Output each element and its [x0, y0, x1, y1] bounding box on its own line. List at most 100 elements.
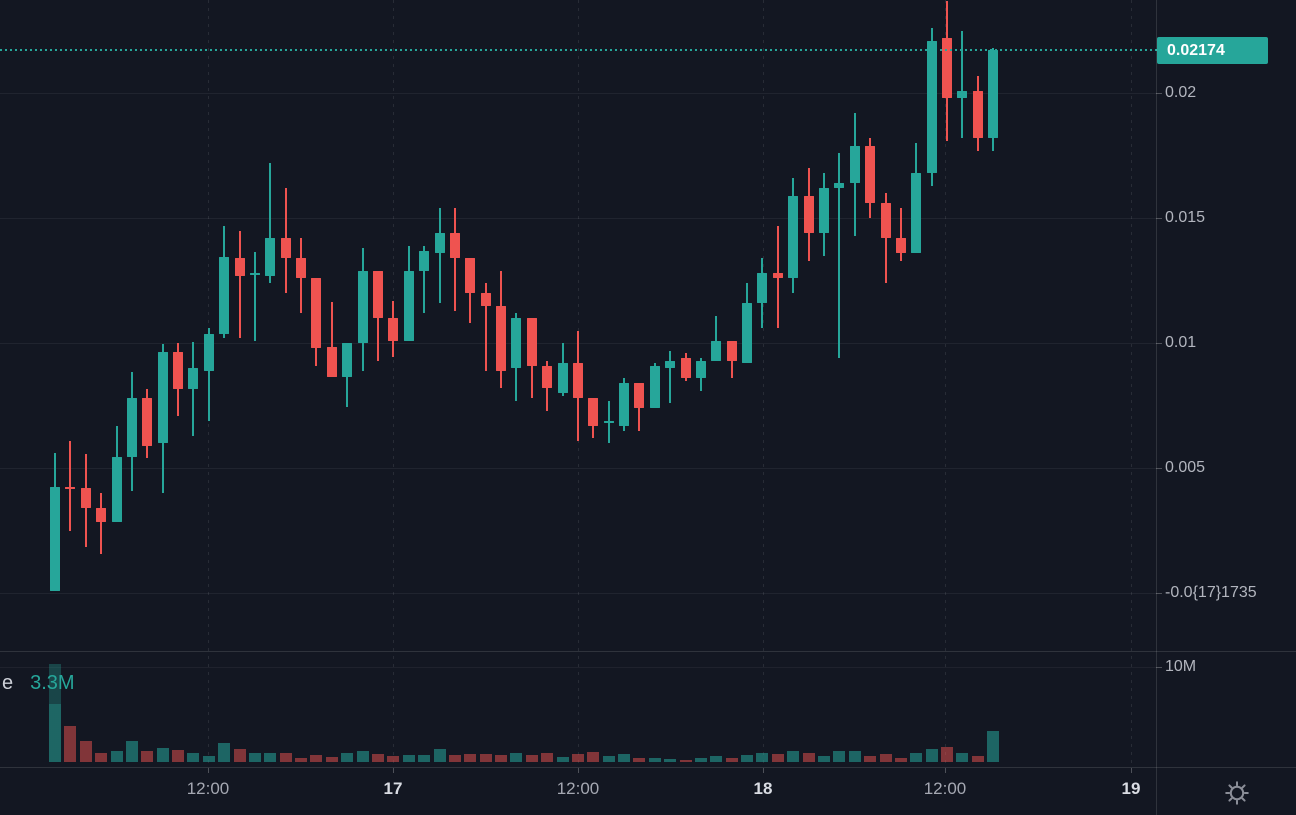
candle-body	[895, 238, 906, 253]
candle-body	[480, 293, 491, 306]
volume-bar	[433, 749, 446, 762]
candle-body	[865, 145, 876, 203]
time-axis-tick	[763, 768, 764, 773]
price-gridline	[0, 593, 1156, 594]
candle-wick	[207, 328, 210, 421]
candle-body	[296, 258, 307, 278]
volume-bar	[741, 754, 754, 762]
volume-bar	[325, 756, 338, 762]
time-tick-label: 17	[383, 779, 403, 798]
price-tick-label: 0.005	[1165, 459, 1206, 476]
volume-bar	[79, 741, 92, 762]
volume-bar	[556, 756, 569, 762]
candle-body	[434, 233, 445, 253]
candle-body	[972, 90, 983, 138]
volume-bar	[694, 758, 707, 762]
volume-bar	[756, 753, 769, 762]
volume-bar	[418, 754, 431, 762]
candle-wick	[269, 163, 272, 283]
volume-bar	[218, 743, 231, 762]
candle-body	[357, 270, 368, 343]
volume-bar	[248, 753, 261, 762]
volume-bar	[64, 725, 77, 762]
candle-wick	[669, 350, 672, 403]
price-axis-tick	[1156, 93, 1162, 94]
sun-icon[interactable]	[1222, 778, 1252, 813]
candle-body	[665, 360, 676, 368]
candle-wick	[423, 245, 426, 313]
candle-body	[142, 398, 153, 446]
candle-wick	[330, 301, 333, 377]
volume-bar	[125, 741, 138, 762]
volume-bar	[602, 755, 615, 762]
candle-body	[926, 40, 937, 173]
candle-body	[957, 90, 968, 98]
candle-wick	[253, 251, 256, 341]
volume-legend: e 3.3M	[2, 672, 75, 695]
volume-bar	[987, 730, 1000, 762]
candle-wick	[69, 440, 72, 531]
volume-bar	[848, 751, 861, 762]
candle-body	[511, 318, 522, 368]
volume-bar	[894, 758, 907, 762]
candle-body	[803, 195, 814, 233]
candle-wick	[884, 193, 887, 283]
volume-bar	[587, 752, 600, 762]
time-tick-label: 19	[1121, 779, 1141, 798]
volume-bar	[679, 759, 692, 762]
volume-bar	[156, 747, 169, 762]
pane-separator[interactable]	[0, 651, 1296, 652]
price-tick-label: -0.0{17}1735	[1165, 584, 1257, 601]
time-gridline	[393, 0, 394, 767]
candle-body	[388, 318, 399, 341]
candle-body	[311, 278, 322, 348]
time-axis-tick	[578, 768, 579, 773]
price-tick-label: 0.01	[1165, 334, 1197, 351]
candle-body	[372, 270, 383, 318]
time-axis-separator	[0, 767, 1296, 768]
candle-body	[65, 486, 76, 489]
candle-body	[942, 38, 953, 98]
price-axis-tick	[1156, 468, 1162, 469]
time-axis-tick	[393, 768, 394, 773]
candle-body	[619, 383, 630, 426]
candle-body	[111, 456, 122, 522]
volume-bar	[233, 749, 246, 762]
candle-wick	[961, 30, 964, 138]
volume-bar	[479, 753, 492, 762]
volume-bar	[771, 754, 784, 762]
price-gridline	[0, 218, 1156, 219]
volume-gridline	[0, 667, 1156, 668]
volume-bar	[387, 756, 400, 762]
volume-bar	[971, 755, 984, 762]
volume-bar	[264, 752, 277, 762]
candle-body	[757, 273, 768, 303]
candle-body	[834, 183, 845, 188]
volume-bar	[648, 757, 661, 762]
candle-wick	[238, 230, 241, 338]
candle-body	[988, 49, 999, 138]
candle-body	[542, 365, 553, 388]
volume-bar	[448, 754, 461, 762]
candle-body	[342, 343, 353, 377]
volume-bar	[633, 757, 646, 762]
price-axis-separator	[1156, 0, 1157, 815]
volume-bar	[956, 753, 969, 762]
candle-body	[695, 360, 706, 378]
candle-wick	[838, 153, 841, 358]
volume-bar	[356, 750, 369, 762]
volume-bar	[495, 755, 508, 762]
volume-bar	[725, 758, 738, 762]
time-tick-label: 12:00	[923, 779, 967, 798]
candle-body	[219, 256, 230, 335]
candle-body	[742, 303, 753, 363]
volume-bar	[802, 752, 815, 762]
candle-body	[603, 420, 614, 423]
candle-body	[911, 173, 922, 253]
candle-body	[649, 365, 660, 408]
volume-bar	[525, 754, 538, 762]
candle-body	[557, 363, 568, 393]
volume-bar	[279, 752, 292, 762]
volume-bar	[172, 750, 185, 762]
